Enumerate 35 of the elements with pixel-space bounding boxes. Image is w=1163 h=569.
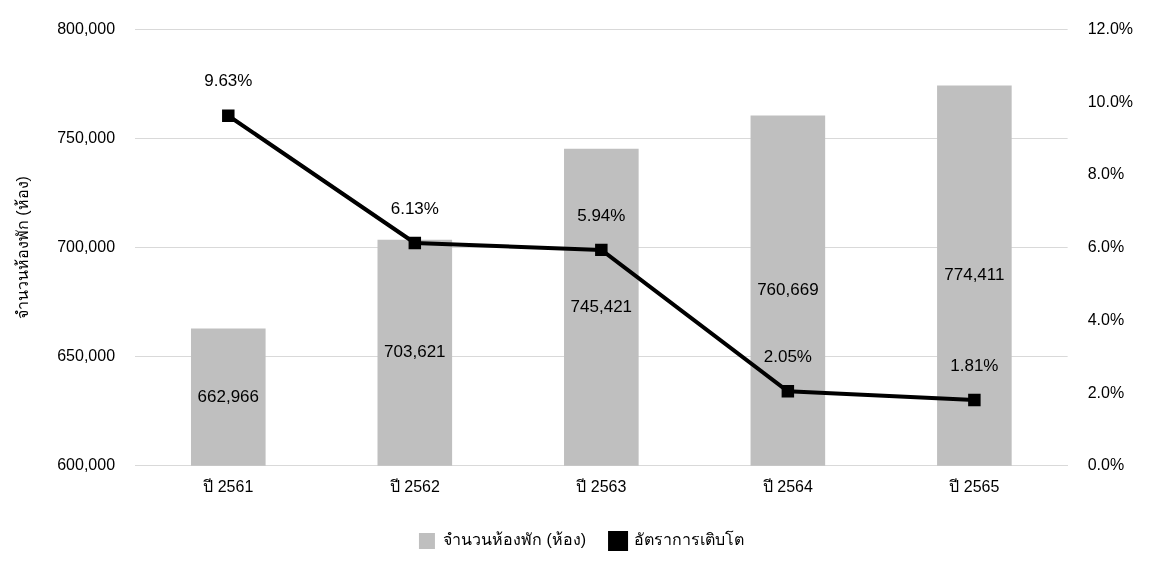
y-tick-label: 700,000 [57,238,116,256]
y-tick-label: 800,000 [57,20,116,38]
y2-tick-label: 4.0% [1087,310,1125,328]
data-label: 745,421 [570,296,633,316]
data-label: 1.81% [950,355,999,375]
y-axis-title: จำนวนห้องพัก (ห้อง) [14,176,32,320]
legend-label: อัตราการเติบโต [634,530,745,549]
data-label: 774,411 [944,265,1005,285]
x-tick-label: ปี 2563 [576,477,627,495]
point [781,385,795,398]
y2-tick-label: 8.0% [1087,165,1125,183]
point [408,236,422,250]
y-tick-label: 750,000 [57,129,116,147]
x-tick-label: ปี 2564 [762,477,813,495]
data-label: 703,621 [384,342,446,362]
data-label: 662,966 [197,386,260,406]
y2-tick-label: 10.0% [1087,92,1134,110]
x-tick-label: ปี 2561 [203,477,254,495]
x-tick-label: ปี 2565 [949,477,1000,495]
y-tick-label: 650,000 [57,347,116,365]
x-tick-label: ปี 2562 [389,477,440,495]
legend-label: จำนวนห้องพัก (ห้อง) [442,531,587,549]
data-label: 760,669 [757,280,819,300]
data-label: 2.05% [763,346,812,366]
point [595,243,608,257]
y2-tick-label: 6.0% [1087,238,1125,256]
data-label: 6.13% [390,198,439,218]
y2-tick-label: 0.0% [1087,456,1125,474]
data-label: 9.63% [204,71,253,91]
point [222,109,235,122]
data-label: 5.94% [577,205,626,225]
point [968,393,981,407]
y2-tick-label: 2.0% [1087,383,1125,401]
y-tick-label: 600,000 [57,456,116,474]
y2-tick-label: 12.0% [1087,20,1134,38]
